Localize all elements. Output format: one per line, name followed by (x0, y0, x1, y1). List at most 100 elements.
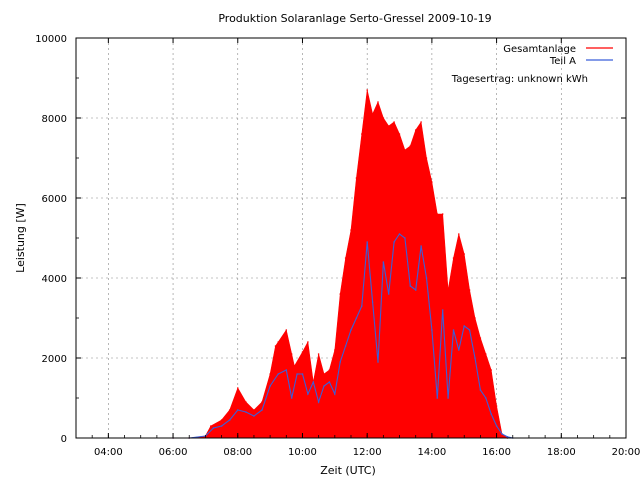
y-tick-label: 2000 (42, 354, 67, 365)
data-point-teil-a (328, 381, 331, 383)
data-point-gesamtanlage (382, 117, 385, 119)
data-point-gesamtanlage (441, 213, 444, 215)
data-point-gesamtanlage (317, 353, 320, 355)
data-point-teil-a (436, 397, 439, 399)
data-point-teil-a (420, 245, 422, 247)
data-point-gesamtanlage (210, 425, 212, 427)
data-point-gesamtanlage (228, 409, 231, 411)
data-point-gesamtanlage (485, 353, 487, 355)
data-point-gesamtanlage (277, 341, 280, 343)
x-tick-label: 14:00 (417, 447, 446, 458)
data-point-gesamtanlage (377, 101, 379, 103)
data-point-teil-a (317, 401, 320, 403)
data-point-gesamtanlage (220, 419, 223, 421)
x-tick-label: 06:00 (159, 447, 188, 458)
data-point-teil-a (350, 329, 352, 331)
data-point-teil-a (431, 329, 433, 331)
x-tick-label: 04:00 (94, 447, 123, 458)
data-point-teil-a (220, 425, 223, 427)
data-point-gesamtanlage (425, 157, 428, 159)
chart-title: Produktion Solaranlage Serto-Gressel 200… (218, 12, 491, 25)
data-point-teil-a (307, 393, 309, 395)
x-tick-label: 10:00 (288, 447, 317, 458)
data-point-gesamtanlage (431, 181, 433, 183)
data-point-gesamtanlage (290, 353, 293, 355)
data-point-gesamtanlage (253, 409, 255, 411)
data-point-gesamtanlage (339, 293, 342, 295)
y-tick-label: 8000 (42, 114, 67, 125)
x-tick-label: 16:00 (482, 447, 511, 458)
data-point-gesamtanlage (436, 213, 439, 215)
data-point-gesamtanlage (350, 229, 352, 231)
data-point-gesamtanlage (452, 257, 455, 259)
data-point-teil-a (501, 433, 503, 435)
data-point-teil-a (495, 425, 498, 427)
data-point-gesamtanlage (463, 253, 466, 255)
legend: Gesamtanlage Teil A (503, 44, 613, 67)
data-point-gesamtanlage (387, 125, 390, 127)
data-point-teil-a (339, 361, 342, 363)
data-point-teil-a (458, 349, 460, 351)
data-point-gesamtanlage (237, 387, 239, 389)
data-point-gesamtanlage (490, 369, 493, 371)
data-point-teil-a (290, 397, 293, 399)
data-point-teil-a (296, 373, 298, 375)
data-point-gesamtanlage (361, 133, 363, 135)
x-tick-label: 08:00 (223, 447, 252, 458)
data-point-gesamtanlage (414, 129, 417, 131)
data-point-gesamtanlage (285, 329, 288, 331)
data-point-teil-a (382, 261, 385, 263)
data-point-teil-a (237, 409, 239, 411)
data-point-teil-a (245, 411, 247, 413)
data-point-gesamtanlage (245, 401, 247, 403)
data-point-teil-a (334, 393, 336, 395)
y-tick-label: 6000 (42, 194, 67, 205)
data-point-teil-a (371, 301, 374, 303)
data-point-teil-a (323, 385, 325, 387)
data-point-teil-a (377, 361, 379, 363)
x-axis-label: Zeit (UTC) (320, 464, 376, 477)
y-tick-label: 10000 (35, 34, 67, 45)
data-point-gesamtanlage (420, 121, 422, 123)
data-point-teil-a (414, 289, 417, 291)
data-point-gesamtanlage (293, 365, 296, 367)
data-point-teil-a (261, 409, 263, 411)
data-point-teil-a (425, 277, 428, 279)
data-point-teil-a (506, 436, 509, 438)
y-tick-label: 0 (61, 434, 67, 445)
data-point-teil-a (447, 397, 449, 399)
data-point-teil-a (387, 293, 390, 295)
data-point-gesamtanlage (328, 369, 331, 371)
data-point-gesamtanlage (393, 121, 395, 123)
data-point-teil-a (312, 381, 315, 383)
data-point-gesamtanlage (479, 337, 482, 339)
data-point-teil-a (277, 373, 280, 375)
data-point-teil-a (404, 237, 406, 239)
x-tick-label: 18:00 (547, 447, 576, 458)
data-point-gesamtanlage (344, 257, 347, 259)
data-point-gesamtanlage (468, 289, 471, 291)
data-point-teil-a (468, 329, 471, 331)
data-point-teil-a (212, 427, 215, 429)
data-point-teil-a (253, 415, 255, 417)
data-point-gesamtanlage (398, 133, 401, 135)
data-point-teil-a (228, 419, 231, 421)
data-point-teil-a (355, 317, 358, 319)
data-point-teil-a (490, 413, 493, 415)
data-point-gesamtanlage (307, 341, 309, 343)
y-axis-label: Leistung [W] (14, 203, 27, 273)
data-point-gesamtanlage (474, 317, 476, 319)
data-point-teil-a (285, 369, 288, 371)
data-point-teil-a (366, 241, 369, 243)
x-tick-label: 20:00 (612, 447, 640, 458)
data-point-gesamtanlage (261, 401, 263, 403)
data-point-teil-a (452, 329, 455, 331)
data-point-gesamtanlage (274, 345, 277, 347)
x-tick-label: 12:00 (353, 447, 382, 458)
data-point-gesamtanlage (404, 149, 406, 151)
legend-label-gesamtanlage: Gesamtanlage (503, 44, 576, 55)
data-point-gesamtanlage (447, 289, 449, 291)
data-point-gesamtanlage (269, 373, 271, 375)
y-tick-label: 4000 (42, 274, 67, 285)
